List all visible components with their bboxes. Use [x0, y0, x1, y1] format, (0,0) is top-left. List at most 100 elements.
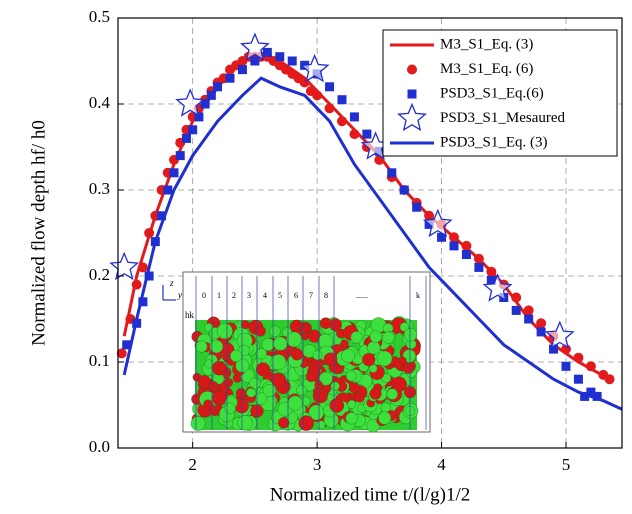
data-point — [250, 56, 260, 66]
data-point — [573, 352, 584, 363]
particle — [270, 354, 287, 370]
particle — [262, 384, 276, 398]
data-point — [461, 250, 471, 259]
particle — [368, 364, 378, 373]
inset-column-label: 5 — [278, 291, 282, 300]
data-point — [580, 391, 590, 401]
data-point — [449, 232, 459, 243]
data-point — [200, 99, 210, 109]
inset-column-label: k — [416, 291, 420, 300]
particle — [355, 392, 365, 403]
x-tick-label: 5 — [562, 455, 571, 474]
particle — [240, 320, 250, 330]
particle — [345, 370, 357, 382]
data-point — [437, 232, 447, 242]
data-point — [474, 262, 484, 272]
particle — [403, 328, 418, 342]
particle — [369, 387, 382, 400]
data-point — [109, 251, 140, 281]
marks — [109, 32, 623, 411]
inset-axis-label: z — [169, 278, 174, 288]
particle — [378, 411, 392, 425]
particle — [224, 378, 234, 387]
particle — [362, 353, 376, 367]
particle — [296, 384, 307, 396]
data-point — [181, 133, 191, 143]
data-point — [536, 327, 546, 337]
particle — [230, 349, 243, 363]
data-point — [362, 129, 372, 139]
particle — [398, 356, 407, 366]
particle — [237, 415, 253, 431]
data-point — [585, 361, 596, 372]
particle — [316, 420, 326, 430]
particle — [386, 388, 398, 400]
particle — [347, 399, 357, 409]
data-point — [524, 314, 534, 324]
data-point — [239, 32, 270, 61]
particle — [286, 331, 302, 348]
particle — [382, 331, 395, 344]
data-point — [137, 262, 148, 273]
particle — [269, 325, 281, 337]
legend-label: PSD3_S1_Mesaured — [440, 110, 566, 126]
legend-key — [407, 89, 417, 99]
particle — [278, 417, 290, 429]
particle — [300, 324, 310, 334]
data-point — [169, 168, 179, 178]
data-point — [424, 210, 435, 221]
data-point — [138, 297, 148, 307]
data-point — [482, 273, 513, 302]
data-line — [122, 76, 623, 411]
data-point — [116, 348, 127, 359]
particle — [367, 341, 381, 355]
particle — [256, 362, 271, 377]
data-point — [549, 344, 559, 354]
data-point — [337, 95, 347, 105]
particle — [246, 387, 256, 398]
inset-column-label: 8 — [324, 291, 328, 300]
data-point — [122, 340, 132, 350]
data-point — [486, 275, 496, 285]
data-point — [412, 202, 422, 212]
particle — [340, 339, 349, 349]
particle — [235, 388, 247, 399]
data-point — [188, 125, 198, 135]
data-point — [461, 240, 472, 251]
y-tick-label: 0.1 — [89, 351, 110, 370]
particle — [197, 375, 212, 389]
inset-column-label: 1 — [217, 291, 221, 300]
data-point — [536, 318, 547, 329]
particle — [217, 362, 227, 372]
particle — [204, 359, 214, 369]
y-axis-label: Normalized flow depth hf/ h0 — [28, 120, 49, 346]
x-tick-label: 4 — [437, 455, 446, 474]
data-point — [287, 56, 297, 66]
data-point — [325, 82, 335, 92]
particle — [203, 399, 214, 410]
legend-label: M3_S1_Eq. (3) — [440, 36, 533, 52]
particle — [301, 396, 311, 407]
x-tick-label: 2 — [188, 455, 197, 474]
particle — [323, 352, 338, 367]
particle — [238, 344, 250, 356]
inset-column-label: 3 — [247, 291, 251, 300]
particle — [305, 371, 317, 383]
data-point — [163, 185, 173, 195]
data-point — [486, 266, 497, 277]
data-point — [349, 129, 360, 140]
particle — [255, 325, 266, 337]
particle — [350, 331, 363, 344]
particle — [314, 380, 323, 390]
data-point — [157, 211, 167, 221]
legend: M3_S1_Eq. (3) M3_S1_Eq. (6) PSD3_S1_Eq.(6)… — [382, 29, 618, 157]
particle — [248, 377, 261, 390]
particle — [330, 381, 340, 391]
inset-column-label: 4 — [263, 291, 267, 300]
particle — [391, 376, 407, 392]
y-tick-label: 0.2 — [89, 265, 110, 284]
particle — [366, 419, 380, 433]
data-point — [175, 88, 206, 117]
